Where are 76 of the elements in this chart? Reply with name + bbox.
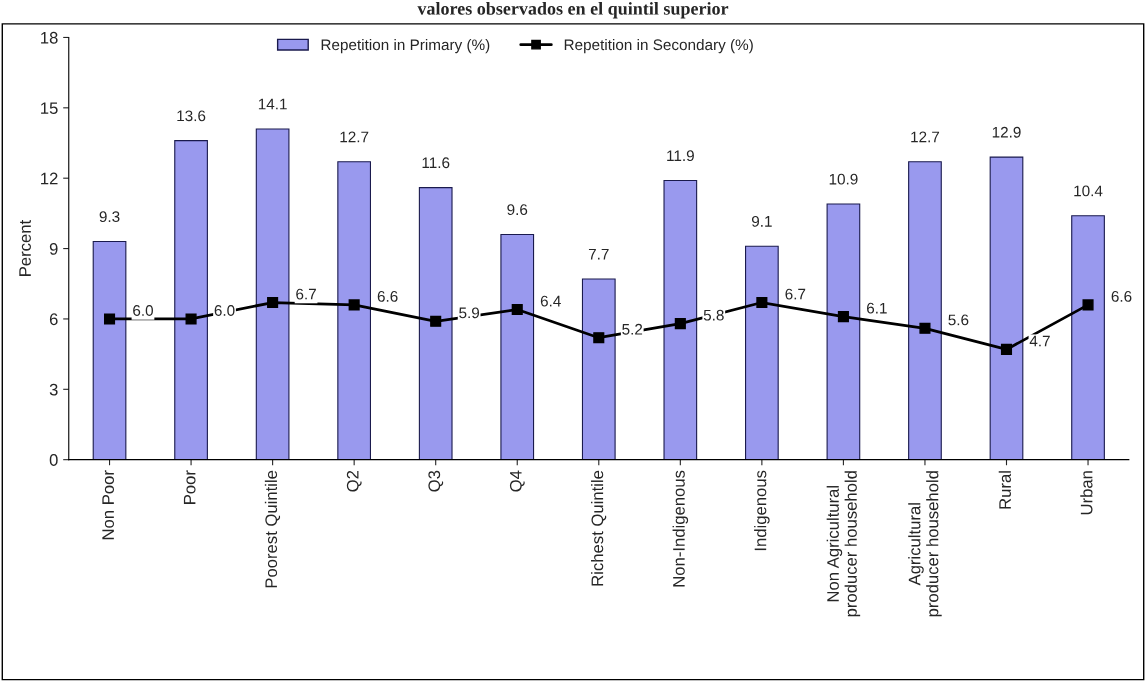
point (348, 299, 360, 311)
y-tick-label: 18 (41, 31, 58, 44)
y-tick-label: 15 (41, 102, 58, 115)
bar (826, 203, 861, 460)
point (593, 332, 605, 344)
bar (581, 278, 616, 460)
bar (92, 240, 127, 460)
point (1000, 343, 1013, 355)
data-label: 6.0 (214, 305, 235, 316)
data-label: 5.8 (703, 309, 724, 321)
y-tick-label: 3 (49, 383, 58, 396)
data-label: 5.9 (459, 307, 480, 319)
data-label: 10.9 (829, 173, 858, 185)
x-tick-label: Poor (183, 470, 196, 504)
y-tick-label: 6 (49, 313, 58, 326)
x-tick-label: Q3 (428, 470, 444, 492)
legend-label: Repetition in Secondary (%) (564, 38, 753, 54)
x-tick-label: Non-Indigenous (672, 470, 689, 587)
point (267, 296, 279, 309)
data-label: 6.7 (785, 288, 806, 300)
x-tick-label: Poorest Quintile (264, 470, 281, 588)
bar (989, 156, 1024, 460)
data-label: 9.6 (507, 204, 528, 216)
data-label: 13.6 (177, 110, 206, 122)
data-label: 6.4 (540, 295, 561, 307)
data-label: 14.1 (258, 98, 287, 110)
data-label: 12.7 (340, 131, 369, 143)
point (837, 311, 849, 323)
bar (908, 161, 942, 460)
x-tick-label: Non Poor (102, 470, 115, 540)
data-label: 4.7 (1029, 335, 1050, 347)
data-label: 6.6 (377, 291, 398, 302)
bar (255, 128, 290, 460)
point (919, 322, 931, 334)
data-label: 5.2 (622, 323, 643, 335)
data-label: 12.9 (992, 126, 1021, 138)
x-tick-label: Q4 (509, 470, 525, 492)
chart-title: valores observados en el quintil superior (417, 2, 729, 19)
bar (500, 233, 535, 460)
bar (418, 187, 453, 460)
point (674, 318, 686, 330)
data-label: 6.6 (1111, 291, 1132, 302)
y-axis-title: Percent (19, 219, 31, 276)
x-tick-label: Non Agricultural producer household (826, 471, 861, 617)
data-label: 6.1 (867, 302, 887, 314)
data-label: 5.6 (948, 314, 969, 326)
point (185, 313, 197, 325)
data-label: 10.4 (1074, 185, 1103, 197)
bar (745, 245, 779, 460)
x-tick-label: Q2 (346, 470, 362, 492)
y-tick-label: 9 (49, 242, 58, 255)
data-label: 9.1 (751, 215, 772, 227)
y-tick-label: 0 (49, 454, 58, 466)
bar (337, 161, 372, 460)
data-label: 11.9 (667, 150, 694, 162)
x-tick-label: Rural (998, 471, 1011, 509)
bar (174, 140, 208, 460)
data-label: 12.7 (911, 131, 940, 143)
y-tick-label: 12 (41, 172, 58, 185)
x-tick-label: Urban (1080, 471, 1093, 515)
point (103, 313, 116, 325)
bar (1071, 215, 1105, 460)
x-tick-label: Indigenous (754, 470, 770, 551)
data-label: 6.7 (296, 288, 316, 300)
point (1082, 299, 1094, 311)
data-label: 7.7 (588, 248, 609, 260)
bar (663, 179, 698, 460)
data-label: 9.3 (99, 211, 120, 223)
legend-label: Repetition in Primary (%) (321, 38, 490, 54)
point (756, 296, 768, 309)
point (430, 315, 442, 327)
x-tick-label: Richest Quintile (591, 470, 607, 586)
x-tick-label: Agricultural producer household (908, 471, 942, 617)
data-label: 6.0 (133, 305, 153, 316)
data-label: 11.6 (422, 157, 450, 169)
point (511, 303, 523, 316)
